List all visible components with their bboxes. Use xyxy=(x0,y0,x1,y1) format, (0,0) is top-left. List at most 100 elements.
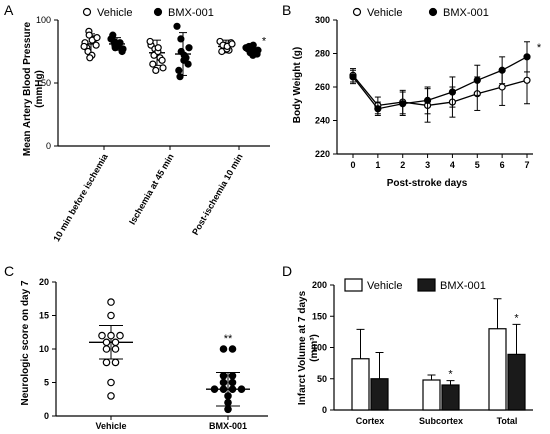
panel-a-point xyxy=(114,40,122,48)
panel-b-y-tick-label: 300 xyxy=(315,15,330,25)
panel-d-ylabel-unit: (mm³) xyxy=(309,334,320,362)
panel-c-ylabel: Neurologic score on day 7 xyxy=(20,280,31,405)
panel-c-point xyxy=(102,358,111,367)
panel-d-bar xyxy=(351,358,370,411)
panel-c-point xyxy=(111,358,120,367)
panel-b-x-tick-label: 4 xyxy=(450,160,455,170)
panel-b-y-tick-label: 280 xyxy=(315,49,330,59)
panel-c-y-tick-label: 10 xyxy=(39,344,49,354)
panel-b-x-tick-label: 1 xyxy=(375,160,380,170)
panel-b-legend-bmx: BMX-001 xyxy=(443,7,489,19)
panel-c-point xyxy=(107,392,115,400)
panel-a-point xyxy=(177,35,185,43)
panel-b-x-tick-label: 5 xyxy=(475,160,480,170)
panel-letter-c: C xyxy=(4,263,14,279)
panel-d-y-tick-label: 0 xyxy=(322,405,327,415)
panel-a-point xyxy=(85,31,93,39)
panel-c-point xyxy=(228,345,237,353)
panel-b-legend-vehicle: Vehicle xyxy=(367,7,402,19)
panel-a-point xyxy=(154,44,162,52)
panel-c-point xyxy=(107,311,115,320)
panel-d-legend-vehicle-swatch xyxy=(344,278,363,292)
panel-c-x-tick-label: Vehicle xyxy=(95,421,126,431)
panel-a-point xyxy=(249,51,257,59)
panel-c-point xyxy=(224,398,232,407)
panel-c-y-tick-label: 5 xyxy=(44,378,49,388)
panel-a-point xyxy=(152,66,160,75)
panel-b-x-tick-label: 2 xyxy=(400,160,405,170)
panel-b-x-tick-label: 3 xyxy=(425,160,430,170)
panel-c-point xyxy=(219,385,228,394)
panel-d-significance: * xyxy=(514,312,519,324)
panel-b-significance: * xyxy=(537,42,542,54)
panel-letter-a: A xyxy=(4,2,14,18)
panel-b-y-tick-label: 220 xyxy=(315,149,330,159)
panel-b-point xyxy=(473,76,481,84)
panel-a-x-tick-label: Ischemia at 45 min xyxy=(127,152,176,226)
panel-d-bar xyxy=(488,328,507,411)
panel-c-point xyxy=(102,338,111,347)
panel-letter-b: B xyxy=(282,2,291,18)
panel-a-point xyxy=(158,56,166,64)
panel-c-point xyxy=(116,331,124,340)
panel-c-point xyxy=(224,392,232,400)
panel-c-point xyxy=(228,385,237,394)
panel-b-y-tick-label: 260 xyxy=(315,82,330,92)
panel-d-bar xyxy=(507,353,526,411)
panel-b-point xyxy=(374,105,382,113)
panel-a-legend-vehicle: Vehicle xyxy=(97,7,132,19)
panel-b-series-line xyxy=(352,74,528,107)
panel-d-y-tick-label: 200 xyxy=(312,280,327,290)
panel-a-point xyxy=(93,34,101,42)
panel-a-legend-bmx: BMX-001 xyxy=(168,7,214,19)
panel-c-point xyxy=(102,345,111,353)
panel-c-point xyxy=(219,345,228,353)
panel-d-legend-bmx: BMX-001 xyxy=(440,280,486,292)
panel-c-point xyxy=(98,331,106,340)
panel-d-legend-bmx-swatch xyxy=(417,278,436,292)
panel-d-y-tick-label: 100 xyxy=(312,343,327,353)
panel-a-point xyxy=(80,42,88,51)
panel-c-point xyxy=(219,378,228,387)
panel-b-point xyxy=(448,88,457,96)
panel-a-y-tick-label: 0 xyxy=(46,141,51,151)
panel-c-point xyxy=(210,385,219,394)
panel-b-x-tick-label: 6 xyxy=(500,160,505,170)
panel-c-point xyxy=(111,338,120,347)
panel-d-bar xyxy=(441,384,460,411)
panel-c-point xyxy=(228,378,237,387)
panel-c-y-tick-label: 15 xyxy=(39,311,49,321)
panel-a-point xyxy=(92,41,100,49)
panel-b-point xyxy=(523,76,531,84)
panel-d-y-tick-label: 150 xyxy=(312,311,327,321)
panel-a-y-tick-label: 100 xyxy=(36,15,51,25)
panel-b-point xyxy=(399,100,407,108)
panel-a-ylabel: Mean Artery Blood Pressure xyxy=(22,22,33,157)
panel-b-point xyxy=(498,66,506,74)
panel-b-point xyxy=(349,73,357,81)
panel-c-significance: ** xyxy=(224,333,233,345)
panel-b-point xyxy=(423,96,432,105)
panel-a-point xyxy=(146,37,154,46)
panel-d-significance: * xyxy=(448,369,453,381)
panel-a-point xyxy=(228,40,236,48)
panel-a-point xyxy=(173,22,181,30)
panel-a-x-tick-label: Post-ischemia 10 min xyxy=(190,152,245,237)
panel-b-y-tick-label: 240 xyxy=(315,116,330,126)
panel-a-point xyxy=(180,51,188,59)
panel-a-point xyxy=(149,60,157,68)
panel-d-x-tick-label: Total xyxy=(497,416,518,426)
panel-a-legend-vehicle-marker xyxy=(82,7,92,17)
panel-c-point xyxy=(219,371,228,380)
panel-b-point xyxy=(523,53,531,61)
panel-c-y-tick-label: 0 xyxy=(44,411,49,421)
panel-c-point xyxy=(107,378,115,387)
panel-d-bar xyxy=(422,379,441,411)
panel-d-legend-vehicle: Vehicle xyxy=(367,280,402,292)
panel-c-point xyxy=(228,371,237,380)
panel-d-ylabel: Infarct Volume at 7 days xyxy=(297,290,308,405)
panel-c-x-tick-label: BMX-001 xyxy=(209,421,247,431)
panel-b-point xyxy=(498,83,506,91)
